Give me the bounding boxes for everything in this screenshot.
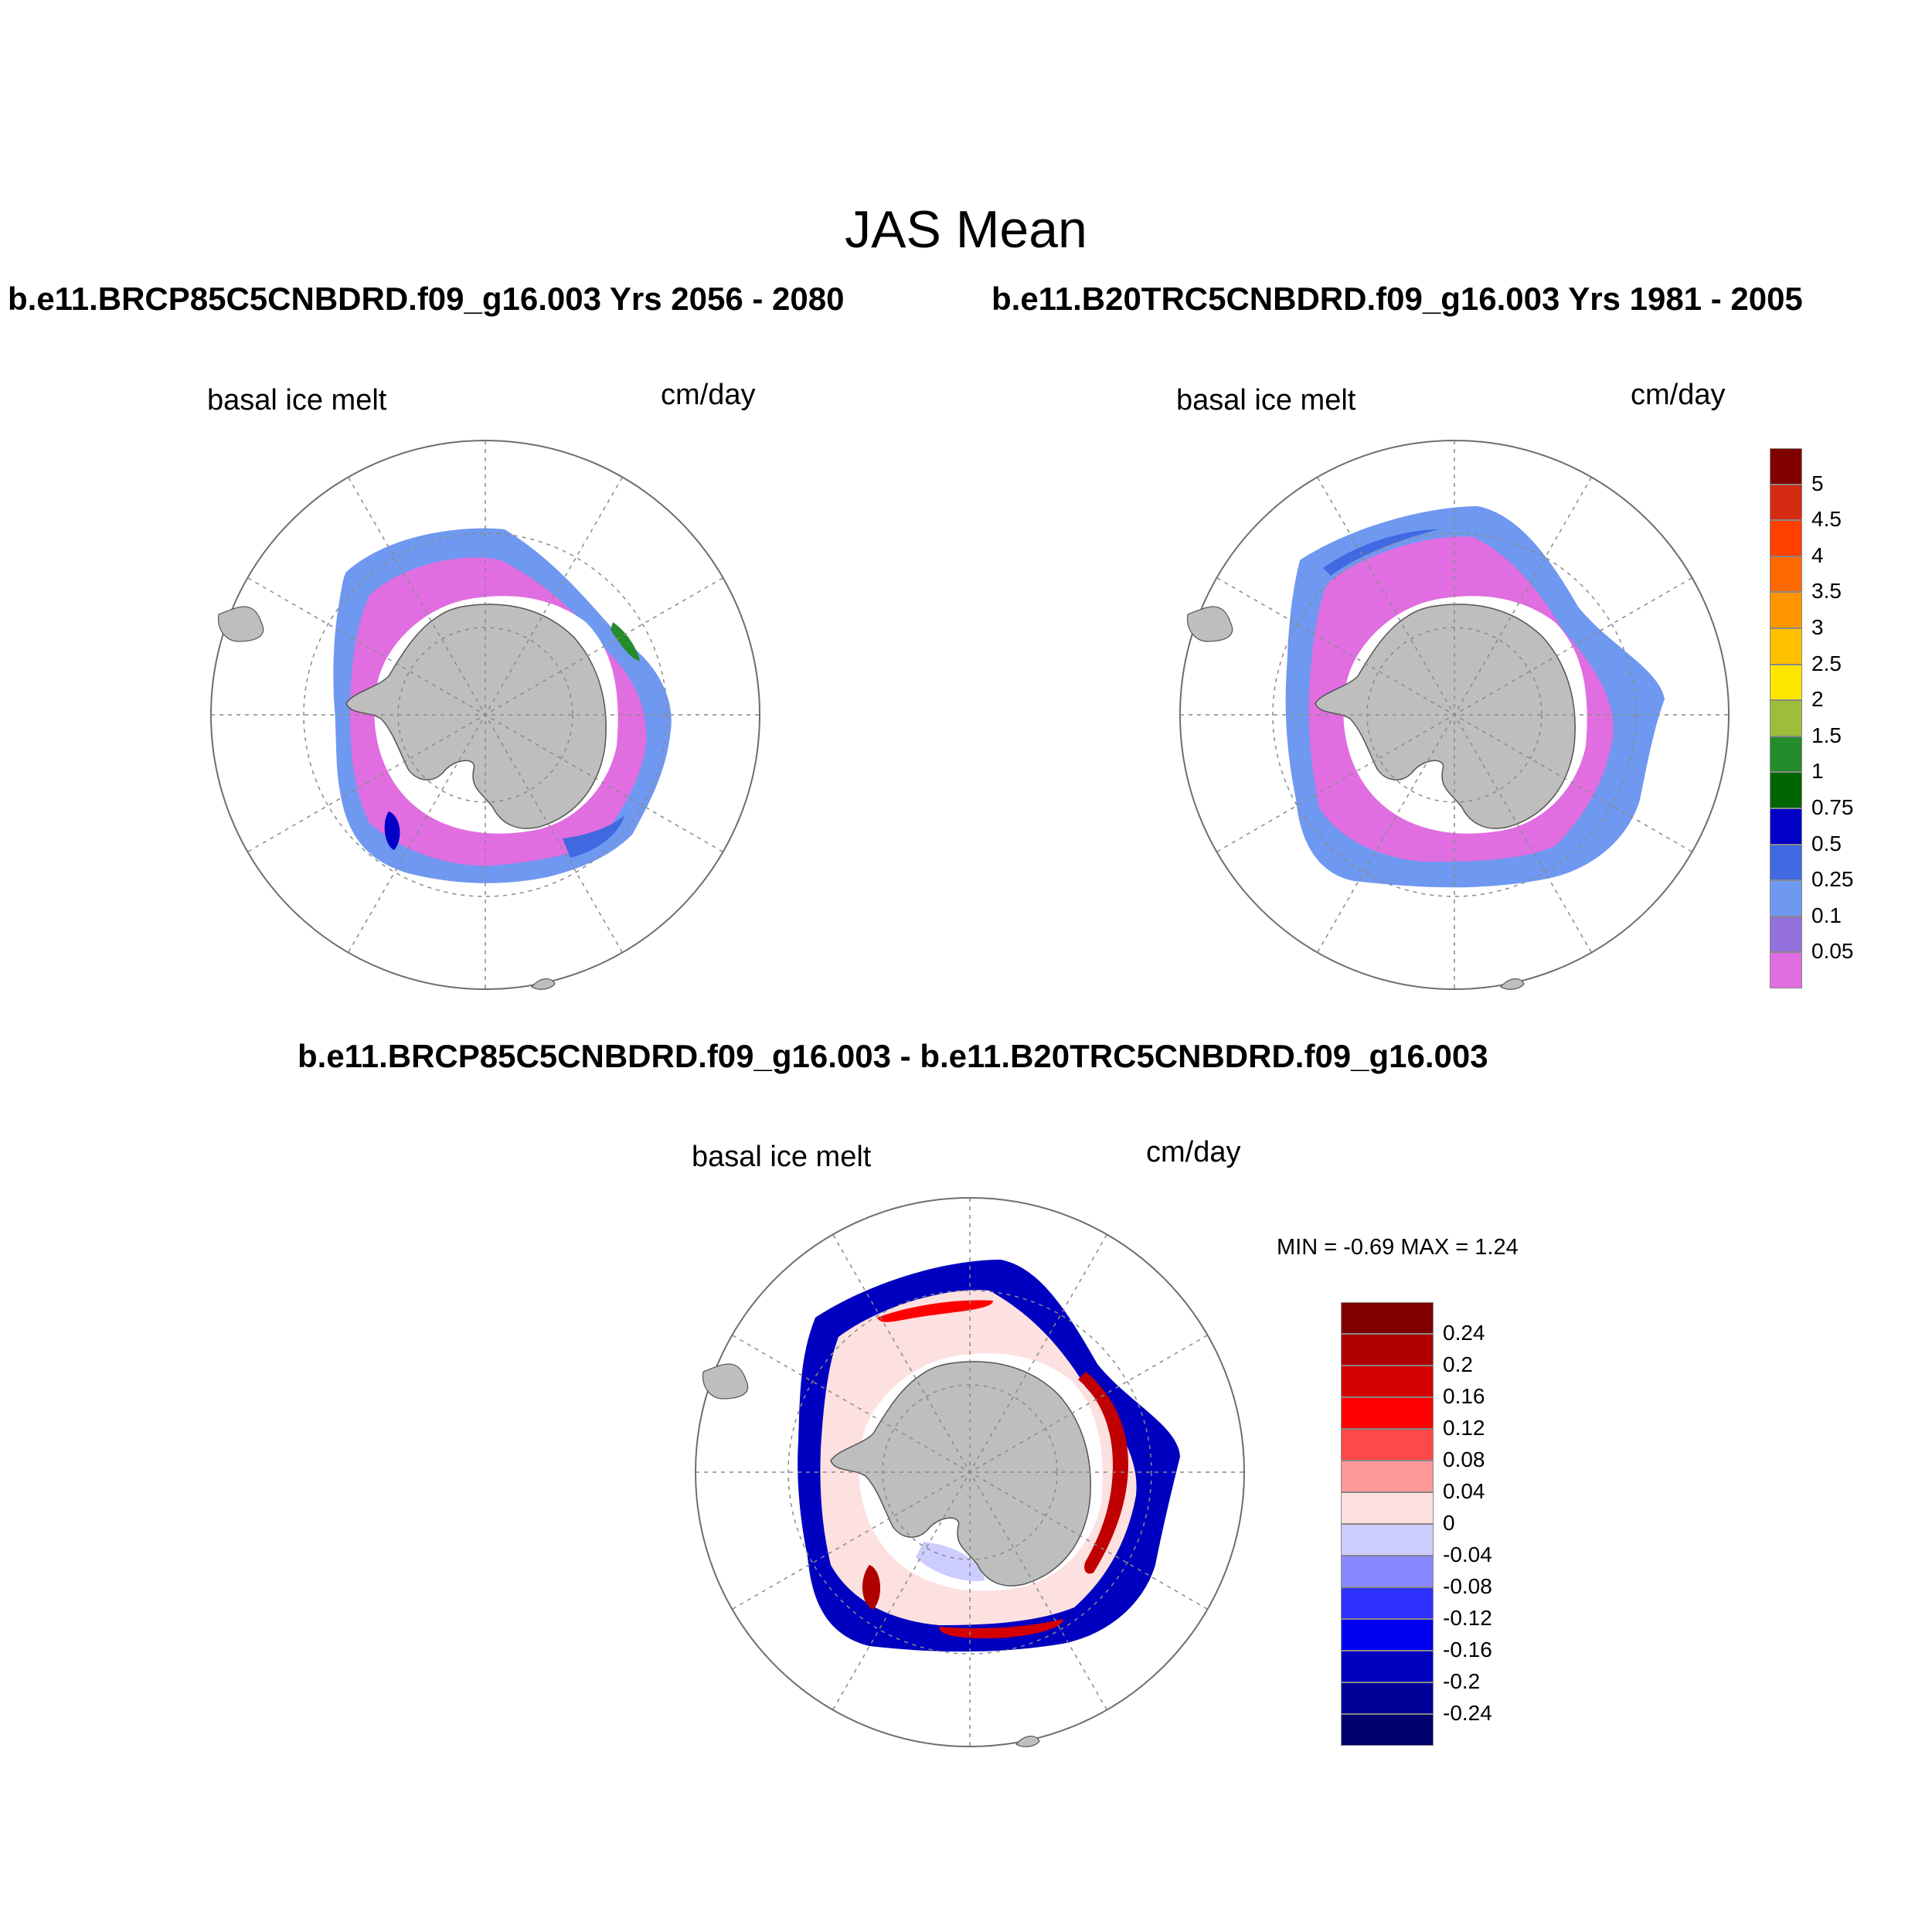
panel2-case-label: b.e11.B20TRC5CNBDRD.f09_g16.003 Yrs 1981…	[992, 281, 1803, 317]
colorbar-diff-swatch	[1341, 1619, 1434, 1651]
panel2-graticule	[1180, 440, 1729, 989]
colorbar-diff-tick-label: -0.08	[1443, 1574, 1492, 1598]
colorbar-diff-tick-label: -0.16	[1443, 1638, 1492, 1662]
colorbar-top-tick-label: 0.1	[1811, 903, 1842, 927]
colorbar-diff-swatch	[1341, 1651, 1434, 1682]
colorbar-top-swatch	[1770, 808, 1802, 845]
colorbar-diff-tick-label: 0.04	[1443, 1479, 1485, 1503]
colorbar-diff-tick-label: 0	[1443, 1511, 1455, 1535]
colorbar-diff-swatch	[1341, 1334, 1434, 1366]
colorbar-diff-swatch	[1341, 1587, 1434, 1619]
colorbar-top-tick-label: 3.5	[1811, 579, 1842, 604]
panel3-graticule	[696, 1198, 1244, 1747]
colorbar-diff: 0.24 0.2 0.16 0.12 0.08 0.04 0 -0.04 -0.08 -0.12 -…	[1341, 1302, 1588, 1750]
panel2-polar-map	[1179, 440, 1730, 990]
colorbar-diff-tick-label: -0.04	[1443, 1543, 1492, 1566]
colorbar-top-tick-label: 2	[1811, 687, 1824, 712]
colorbar-top-tick-label: 4.5	[1811, 507, 1842, 532]
colorbar-top-swatch	[1770, 664, 1802, 701]
panel3-antarctica	[830, 1361, 1091, 1587]
colorbar-top-tick-label: 1.5	[1811, 723, 1842, 747]
figure-title: JAS Mean	[845, 200, 1087, 259]
colorbar-diff-swatch	[1341, 1492, 1434, 1524]
panel2-nz-tip	[1500, 978, 1525, 990]
panel1-nz-tip	[531, 978, 556, 990]
panel1-antarctica	[345, 604, 607, 829]
colorbar-top-swatch	[1770, 844, 1802, 881]
colorbar-top-tick-label: 0.25	[1811, 867, 1854, 892]
colorbar-top-tick-label: 0.75	[1811, 795, 1854, 819]
panel3-diff-red-band-north	[877, 1300, 993, 1322]
colorbar-top-tick-label: 0.5	[1811, 831, 1842, 855]
colorbar-top-tick-label: 3	[1811, 615, 1824, 639]
colorbar-diff-swatch	[1341, 1682, 1434, 1714]
panel1-graticule	[211, 440, 760, 989]
colorbar-top-swatch	[1770, 736, 1802, 773]
colorbar-diff-tick-label: 0.16	[1443, 1384, 1485, 1408]
colorbar-diff-tick-label: -0.24	[1443, 1701, 1492, 1725]
colorbar-top-tick-label: 2.5	[1811, 651, 1842, 675]
panel1-units-label: cm/day	[661, 379, 756, 411]
colorbar-top-swatch	[1770, 952, 1802, 988]
colorbar-top-swatch	[1770, 628, 1802, 665]
colorbar-top-swatch	[1770, 520, 1802, 556]
colorbar-top-swatch	[1770, 556, 1802, 593]
colorbar-diff-swatch	[1341, 1429, 1434, 1461]
colorbar-top-tick-label: 4	[1811, 543, 1824, 567]
colorbar-top-swatch	[1770, 916, 1802, 953]
colorbar-top-tick-label: 1	[1811, 759, 1824, 784]
panel2-ice-blue-ring	[1323, 529, 1439, 576]
colorbar-top-swatch	[1770, 448, 1802, 485]
colorbar-diff-swatch	[1341, 1556, 1434, 1587]
colorbar-diff-tick-label: 0.12	[1443, 1416, 1485, 1440]
panel3-south-america-tip	[702, 1363, 749, 1400]
colorbar-diff-swatch	[1341, 1366, 1434, 1397]
panel2-south-america-tip	[1186, 606, 1233, 642]
colorbar-top: 5 4.5 4 3.5 3 2.5 2 1.5 1 0.75 0.5 0.25 0.1 0.05	[1770, 448, 1932, 989]
colorbar-diff-swatch	[1341, 1714, 1434, 1746]
panel2-variable-label: basal ice melt	[1176, 384, 1356, 417]
colorbar-diff-swatch	[1341, 1461, 1434, 1492]
colorbar-diff-swatch	[1341, 1397, 1434, 1429]
panel3-variable-label: basal ice melt	[692, 1141, 872, 1173]
colorbar-top-swatch	[1770, 772, 1802, 808]
panel2-units-label: cm/day	[1631, 379, 1726, 411]
colorbar-diff-tick-label: 0.24	[1443, 1321, 1485, 1345]
panel3-diff-blue-patch	[916, 1542, 985, 1581]
colorbar-diff-tick-label: 0.08	[1443, 1447, 1485, 1471]
colorbar-top-swatch	[1770, 484, 1802, 521]
colorbar-top-swatch	[1770, 700, 1802, 736]
colorbar-top-tick-label: 0.05	[1811, 939, 1854, 964]
colorbar-diff-swatch	[1341, 1302, 1434, 1334]
panel1-ice-blue-patch-2	[563, 815, 624, 858]
panel3-polar-map	[695, 1197, 1245, 1747]
panel2-antarctica	[1315, 604, 1576, 829]
colorbar-top-tick-label: 5	[1811, 471, 1824, 495]
colorbar-diff-tick-label: -0.2	[1443, 1669, 1481, 1693]
colorbar-diff-tick-label: -0.12	[1443, 1606, 1492, 1630]
panel1-polar-map	[210, 440, 760, 990]
colorbar-top-swatch	[1770, 880, 1802, 917]
colorbar-diff-swatch	[1341, 1524, 1434, 1556]
panel1-south-america-tip	[217, 606, 264, 642]
panel1-ice-green-patch	[611, 622, 640, 661]
panel3-diff-red-patch-west	[862, 1565, 881, 1610]
panel1-case-label: b.e11.BRCP85C5CNBDRD.f09_g16.003 Yrs 205…	[8, 281, 845, 317]
panel1-variable-label: basal ice melt	[207, 384, 387, 417]
panel3-units-label: cm/day	[1146, 1136, 1241, 1168]
colorbar-top-swatch	[1770, 592, 1802, 628]
panel3-nz-tip	[1015, 1736, 1040, 1747]
panel3-min-max: MIN = -0.69 MAX = 1.24	[1277, 1235, 1519, 1260]
panel1-ice-blue-patch	[384, 811, 400, 850]
panel3-diff-red-band-east	[1078, 1372, 1128, 1574]
panel3-case-label: b.e11.BRCP85C5CNBDRD.f09_g16.003 - b.e11…	[298, 1038, 1488, 1074]
colorbar-diff-tick-label: 0.2	[1443, 1352, 1473, 1376]
